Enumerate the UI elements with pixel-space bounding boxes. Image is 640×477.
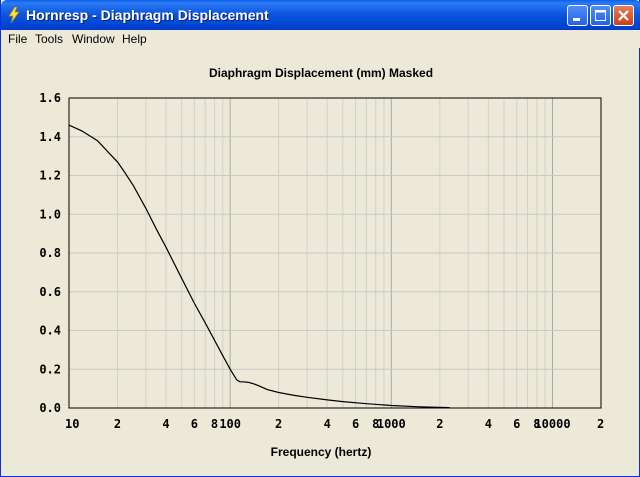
x-axis-label: Frequency (hertz)	[270, 445, 372, 459]
window-title: Hornresp - Diaphragm Displacement	[26, 7, 269, 23]
minimize-button[interactable]	[567, 5, 588, 26]
menu-window[interactable]: Window	[72, 32, 115, 46]
x-tick-label: 2	[597, 417, 604, 431]
y-tick-label: 0.4	[39, 324, 61, 338]
y-tick-label: 0.0	[39, 401, 61, 415]
x-tick-label: 8	[372, 417, 379, 431]
menu-bar: File Tools Window Help	[1, 30, 640, 48]
x-tick-label: 10000	[534, 417, 570, 431]
x-tick-label: 4	[324, 417, 331, 431]
lightning-icon	[8, 7, 20, 23]
x-tick-label: 6	[191, 417, 198, 431]
maximize-icon	[595, 10, 606, 21]
x-tick-label: 6	[513, 417, 520, 431]
x-tick-label: 2	[114, 417, 121, 431]
y-axis-ticks: 1.6 1.4 1.2 1.0 0.8 0.6 0.4 0.2 0.0	[39, 91, 61, 415]
y-tick-label: 1.2	[39, 169, 61, 183]
close-button[interactable]	[613, 5, 634, 26]
chart-title: Diaphragm Displacement (mm) Masked	[208, 66, 434, 80]
y-tick-label: 0.2	[39, 362, 61, 376]
chart-grid	[69, 98, 601, 408]
y-tick-label: 0.8	[39, 246, 61, 260]
x-tick-label: 8	[533, 417, 540, 431]
maximize-button[interactable]	[590, 5, 611, 26]
x-tick-label: 8	[211, 417, 218, 431]
minimize-icon	[573, 18, 580, 21]
x-tick-label: 2	[436, 417, 443, 431]
menu-tools[interactable]: Tools	[35, 32, 64, 46]
menu-help[interactable]: Help	[122, 32, 147, 46]
x-tick-label: 2	[275, 417, 282, 431]
x-tick-label: 10	[65, 417, 79, 431]
x-tick-label: 4	[162, 417, 169, 431]
menu-file[interactable]: File	[8, 32, 28, 46]
y-tick-label: 1.0	[39, 207, 61, 221]
close-icon	[618, 10, 629, 21]
plot-frame	[68, 97, 602, 409]
y-tick-label: 0.6	[39, 285, 61, 299]
y-tick-label: 1.4	[39, 130, 61, 144]
x-tick-label: 1000	[377, 417, 406, 431]
x-tick-label: 4	[485, 417, 492, 431]
displacement-curve	[68, 124, 450, 409]
title-bar[interactable]: Hornresp - Diaphragm Displacement	[1, 0, 640, 30]
y-tick-label: 1.6	[39, 91, 61, 105]
x-tick-label: 6	[352, 417, 359, 431]
x-tick-label: 100	[219, 417, 241, 431]
